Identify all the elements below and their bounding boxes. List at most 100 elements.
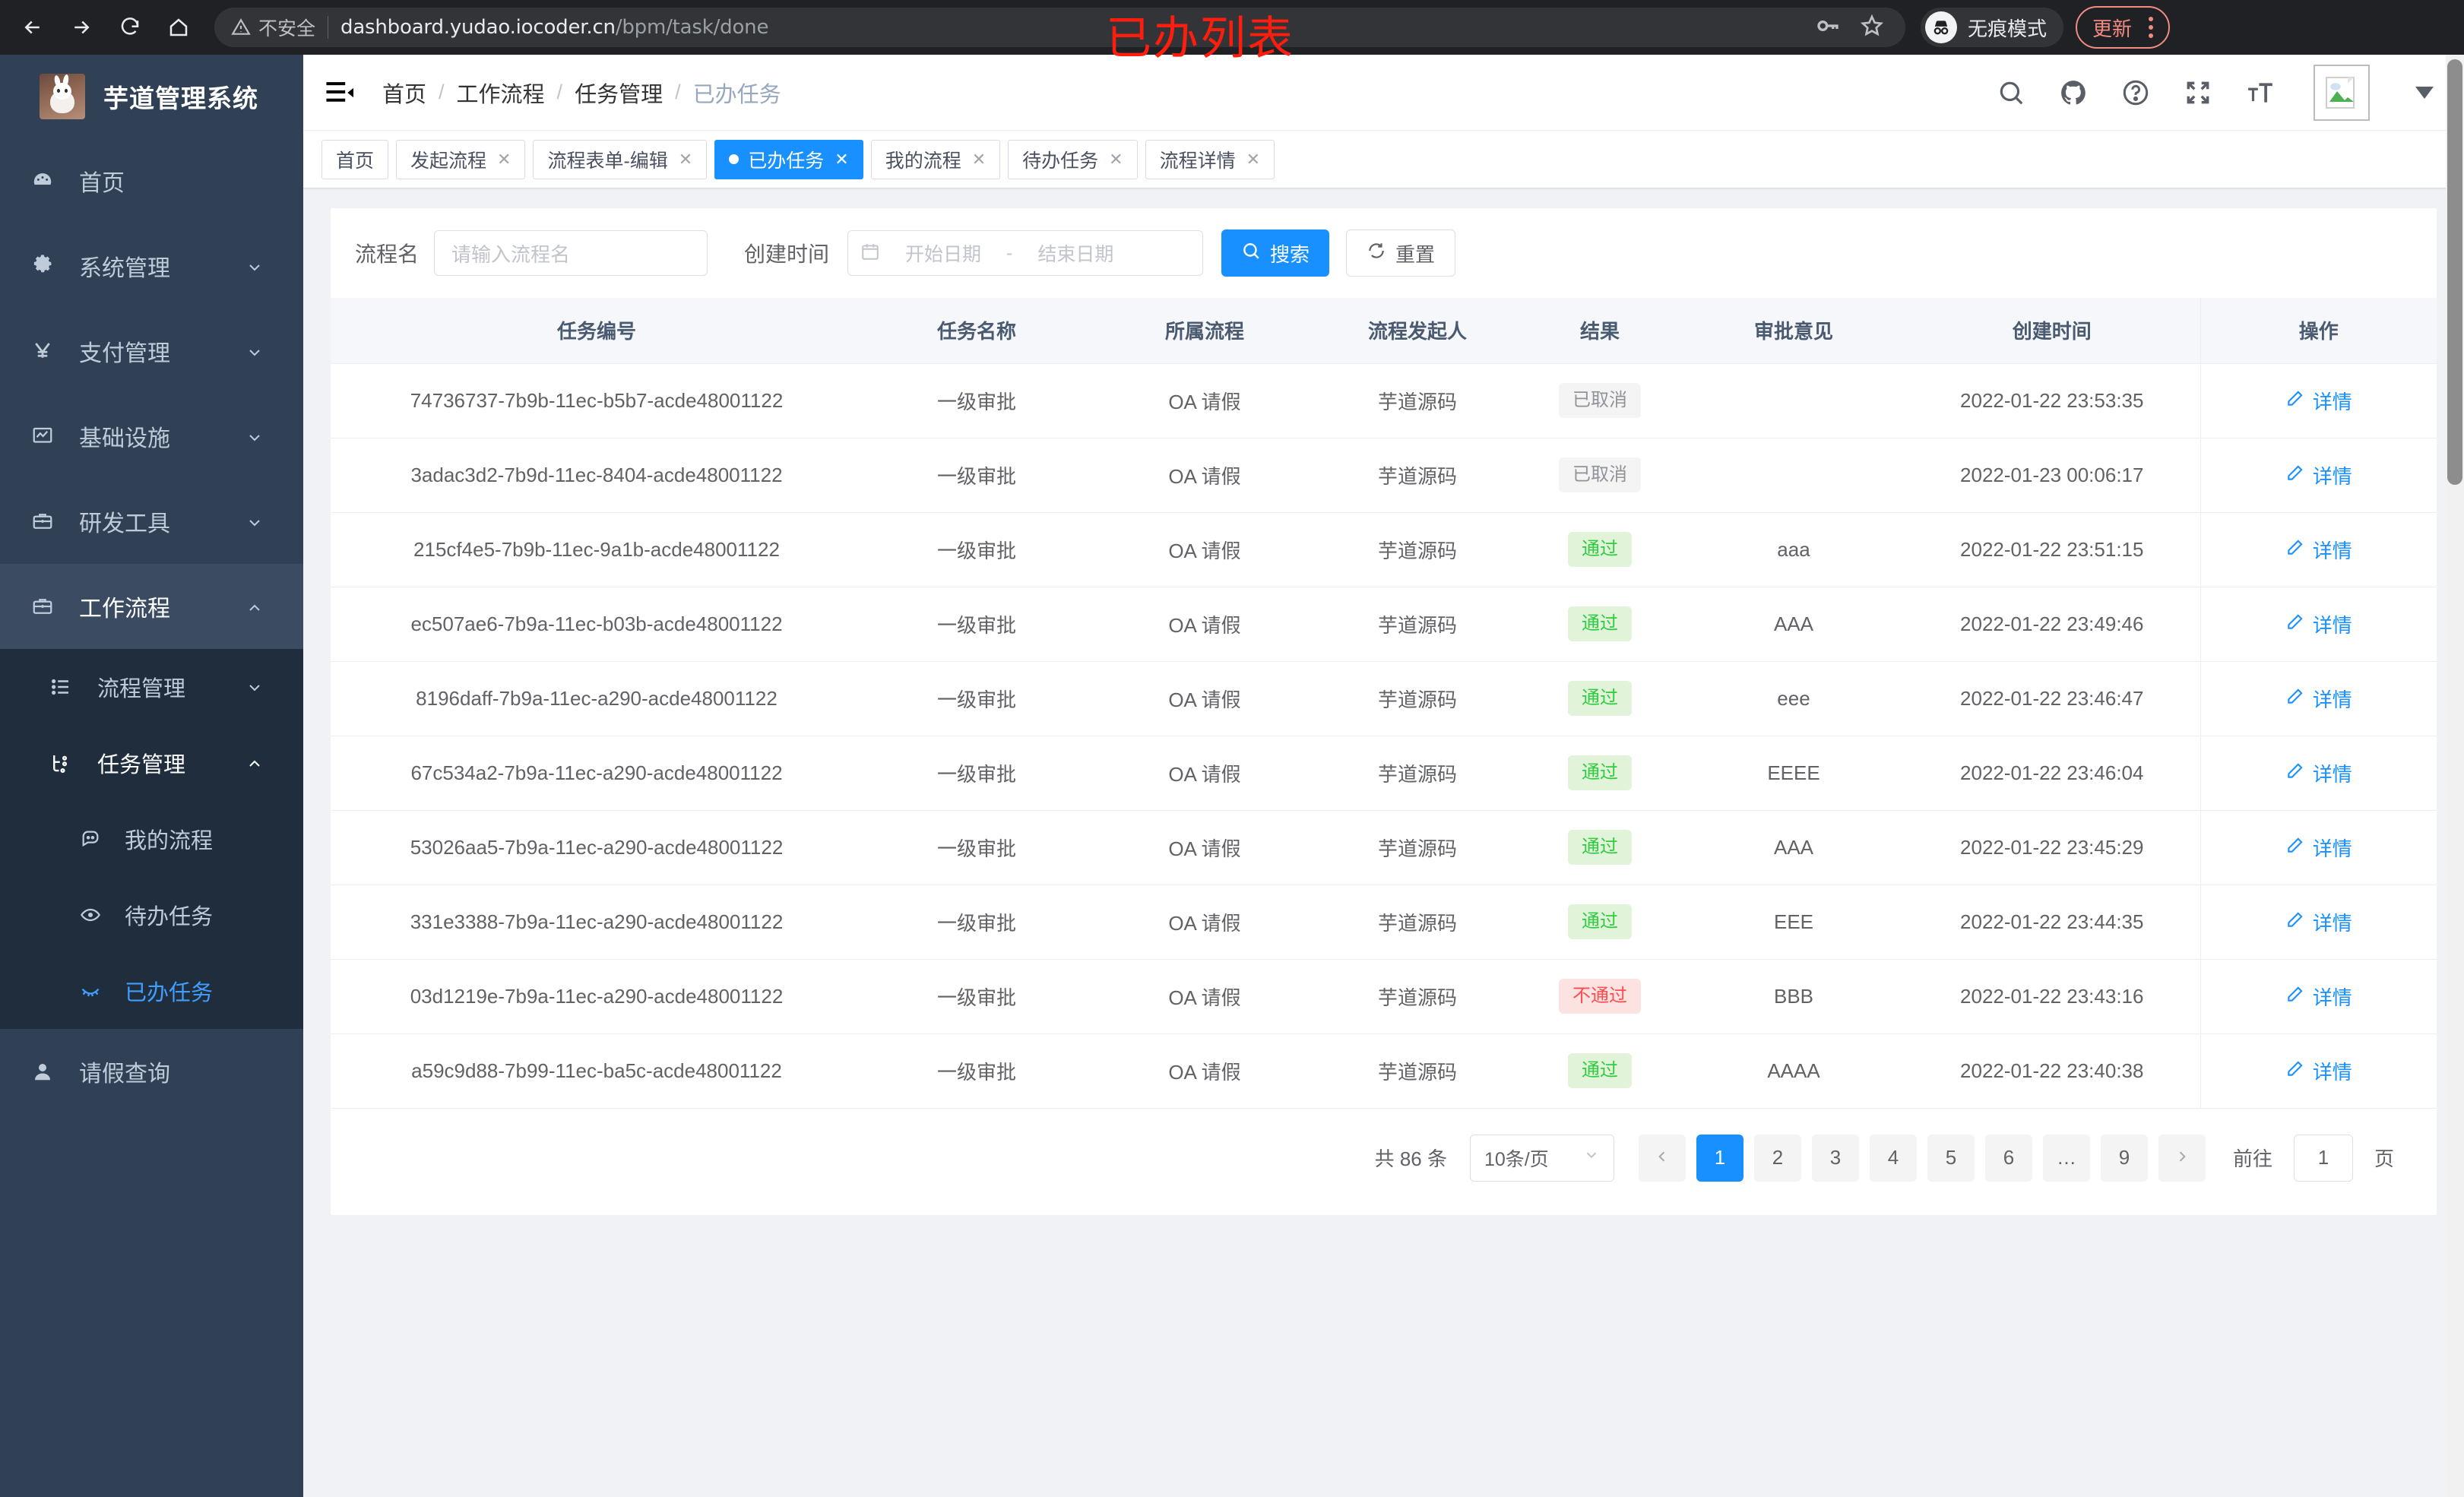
- sidebar-item-workflow[interactable]: 工作流程: [0, 564, 303, 649]
- browser-toolbar: 不安全 dashboard.yudao.iocoder.cn/bpm/task/…: [0, 0, 2464, 55]
- github-icon[interactable]: [2058, 78, 2089, 108]
- forward-icon[interactable]: [59, 5, 103, 49]
- sidebar-item-system[interactable]: 系统管理: [0, 223, 303, 309]
- sidebar-item-label: 基础设施: [79, 426, 170, 451]
- hamburger-collapse-icon[interactable]: [325, 77, 356, 109]
- back-icon[interactable]: [11, 5, 55, 49]
- reload-icon[interactable]: [108, 5, 152, 49]
- detail-button[interactable]: 详情: [2285, 610, 2352, 638]
- avatar[interactable]: [2314, 64, 2370, 121]
- date-range-picker[interactable]: 开始日期 - 结束日期: [847, 230, 1204, 276]
- created-time-cell: 2022-01-22 23:45:29: [1904, 810, 2200, 885]
- update-button[interactable]: 更新: [2076, 6, 2171, 49]
- reset-button[interactable]: 重置: [1346, 229, 1456, 277]
- sidebar-item-infrastructure[interactable]: 基础设施: [0, 394, 303, 479]
- page-button-6[interactable]: 6: [1984, 1134, 2032, 1182]
- jump-page-input[interactable]: 1: [2293, 1134, 2353, 1182]
- detail-button[interactable]: 详情: [2285, 834, 2352, 862]
- search-input[interactable]: 请输入流程名: [434, 230, 708, 276]
- not-secure-icon: [231, 17, 251, 37]
- initiator-cell: 芋道源码: [1319, 810, 1516, 885]
- created-time-cell: 2022-01-22 23:51:15: [1904, 512, 2200, 587]
- detail-button[interactable]: 详情: [2285, 1057, 2352, 1085]
- detail-button[interactable]: 详情: [2285, 983, 2352, 1011]
- home-icon[interactable]: [157, 5, 201, 49]
- tab-start-process[interactable]: 发起流程 ✕: [396, 139, 526, 179]
- opinion-cell: EEE: [1683, 885, 1904, 960]
- sidebar-item-payment[interactable]: 支付管理: [0, 309, 303, 394]
- help-circle-icon[interactable]: [2120, 78, 2151, 108]
- sidebar-item-label: 研发工具: [79, 511, 170, 536]
- sidebar-item-task-management[interactable]: 任务管理: [0, 725, 303, 801]
- tab-process-detail[interactable]: 流程详情 ✕: [1145, 139, 1275, 179]
- page-button-3[interactable]: 3: [1811, 1134, 1859, 1182]
- page-button-2[interactable]: 2: [1753, 1134, 1801, 1182]
- font-size-icon[interactable]: [2245, 78, 2276, 108]
- sidebar-item-leave-query[interactable]: 请假查询: [0, 1029, 303, 1114]
- close-icon[interactable]: ✕: [497, 149, 511, 169]
- prev-page-button[interactable]: [1638, 1134, 1686, 1182]
- sidebar-item-todo-task[interactable]: 待办任务: [0, 877, 303, 953]
- sidebar-item-devtools[interactable]: 研发工具: [0, 479, 303, 564]
- page-button-4[interactable]: 4: [1869, 1134, 1917, 1182]
- close-icon[interactable]: ✕: [1246, 149, 1261, 169]
- brand[interactable]: 芋道管理系统: [0, 55, 303, 138]
- breadcrumb-item[interactable]: 首页: [382, 82, 427, 107]
- initiator-cell: 芋道源码: [1319, 959, 1516, 1034]
- kebab-menu-icon[interactable]: [2143, 17, 2159, 38]
- detail-button[interactable]: 详情: [2285, 759, 2352, 787]
- toolbox-icon: [21, 510, 64, 533]
- page-button-5[interactable]: 5: [1927, 1134, 1975, 1182]
- column-created-time: 创建时间: [1904, 298, 2200, 364]
- created-time-cell: 2022-01-22 23:44:35: [1904, 885, 2200, 960]
- address-bar[interactable]: 不安全 dashboard.yudao.iocoder.cn/bpm/task/…: [214, 8, 1905, 47]
- detail-button[interactable]: 详情: [2285, 387, 2352, 415]
- operation-cell: 详情: [2200, 438, 2437, 513]
- sidebar-item-done-task[interactable]: 已办任务: [0, 953, 303, 1029]
- page-button-9[interactable]: 9: [2100, 1134, 2148, 1182]
- detail-button[interactable]: 详情: [2285, 461, 2352, 489]
- tab-my-process[interactable]: 我的流程 ✕: [870, 139, 1001, 179]
- result-cell: 不通过: [1516, 959, 1683, 1034]
- process-cell: OA 请假: [1091, 363, 1319, 438]
- star-icon[interactable]: [1860, 14, 1884, 42]
- sidebar-item-label: 任务管理: [97, 753, 186, 777]
- process-cell: OA 请假: [1091, 661, 1319, 736]
- detail-button[interactable]: 详情: [2285, 908, 2352, 936]
- detail-button[interactable]: 详情: [2285, 685, 2352, 713]
- sidebar-item-my-process[interactable]: 我的流程: [0, 801, 303, 877]
- breadcrumb-item[interactable]: 工作流程: [456, 82, 545, 107]
- breadcrumb-item[interactable]: 任务管理: [575, 82, 664, 107]
- close-icon[interactable]: ✕: [1109, 149, 1123, 169]
- key-icon[interactable]: [1816, 14, 1840, 42]
- search-button[interactable]: 搜索: [1221, 229, 1330, 277]
- tab-todo-task[interactable]: 待办任务 ✕: [1008, 139, 1138, 179]
- sidebar-item-process-management[interactable]: 流程管理: [0, 649, 303, 725]
- task-id-cell: 215cf4e5-7b9b-11ec-9a1b-acde48001122: [331, 512, 863, 587]
- scrollbar-thumb[interactable]: [2447, 59, 2462, 485]
- page-size-select[interactable]: 10条/页: [1469, 1134, 1614, 1182]
- close-icon[interactable]: ✕: [678, 149, 693, 169]
- security-label: 不安全: [258, 17, 316, 40]
- incognito-indicator[interactable]: 无痕模式: [1921, 8, 2064, 47]
- sidebar-item-home[interactable]: 首页: [0, 138, 303, 223]
- operation-cell: 详情: [2200, 363, 2437, 438]
- detail-button[interactable]: 详情: [2285, 536, 2352, 564]
- tab-process-form-edit[interactable]: 流程表单-编辑 ✕: [533, 139, 708, 179]
- page-button-1[interactable]: 1: [1696, 1134, 1743, 1182]
- next-page-button[interactable]: [2158, 1134, 2206, 1182]
- tab-done-task[interactable]: 已办任务 ✕: [714, 139, 863, 179]
- tab-home[interactable]: 首页: [321, 139, 389, 179]
- page-number-buttons: 1 2 3 4 5 6… 9: [1696, 1134, 2148, 1182]
- created-time-cell: 2022-01-22 23:53:35: [1904, 363, 2200, 438]
- column-task-id: 任务编号: [331, 298, 863, 364]
- chevron-down-icon[interactable]: [2415, 86, 2434, 99]
- search-icon[interactable]: [1996, 78, 2026, 108]
- close-icon[interactable]: ✕: [835, 149, 849, 169]
- page-ellipsis[interactable]: …: [2042, 1134, 2090, 1182]
- chevron-left-icon: [1655, 1146, 1670, 1169]
- fullscreen-icon[interactable]: [2183, 78, 2213, 108]
- close-icon[interactable]: ✕: [971, 149, 987, 169]
- task-id-cell: 53026aa5-7b9a-11ec-a290-acde48001122: [331, 810, 863, 885]
- task-id-cell: ec507ae6-7b9a-11ec-b03b-acde48001122: [331, 587, 863, 662]
